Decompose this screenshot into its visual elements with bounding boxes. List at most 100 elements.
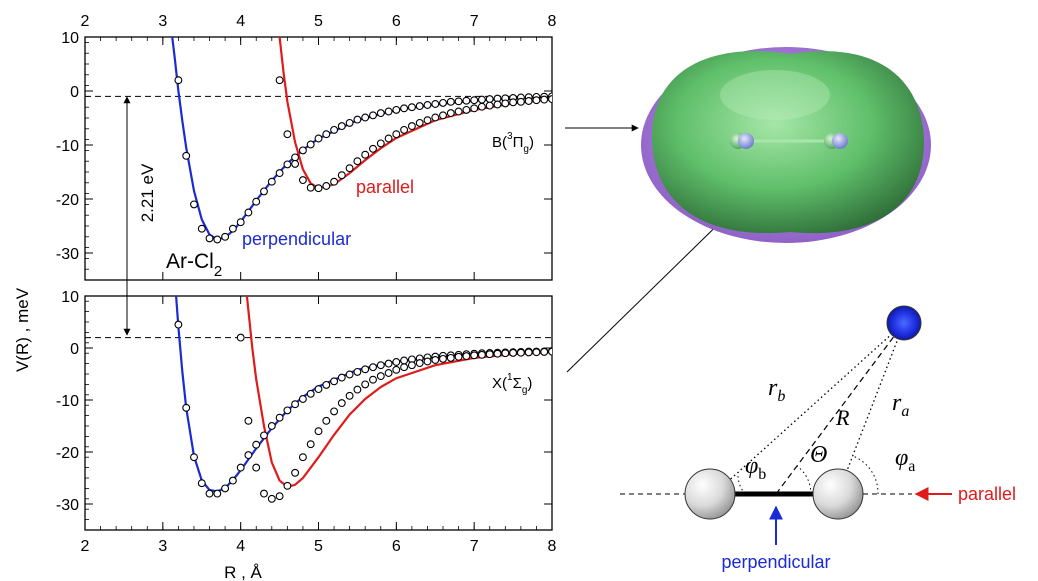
parallel-series-label: parallel [356,177,414,197]
upper-data-point [407,103,416,112]
cl-atom-right-overlap [832,133,848,149]
lower-data-point [228,476,237,485]
perpendicular-direction-label: perpendicular [721,552,830,572]
lower-data-point [353,367,362,376]
lower-data-point [407,361,416,370]
ar-atom [886,305,922,341]
lower-parallel-curve [245,296,552,489]
x-axis-label: R , Å [224,563,262,581]
molecular-surface [641,47,931,243]
upper-data-point [330,125,339,134]
upper-ytick-label: -10 [56,138,79,155]
lower-data-point [291,400,300,409]
lower-data-point [298,453,307,462]
y-axis-label: V(R) , meV [13,287,32,372]
lower-data-point [369,375,377,384]
lower-data-point [415,359,424,368]
upper-ytick-label: -30 [56,246,79,263]
upper-ytick-label: 10 [61,30,79,47]
lower-ytick-label: -30 [56,497,79,514]
top-xtick-label: 8 [548,13,557,30]
upper-data-point [322,130,331,139]
upper-data-point [485,95,494,104]
surface-highlight [720,70,830,120]
lower-data-point [236,463,245,472]
lower-data-point [376,361,385,370]
upper-data-point [462,96,471,105]
lower-data-point [548,347,552,356]
upper-data-point [369,144,377,153]
theta-label: Θ [810,442,827,468]
rb-line [713,322,905,495]
upper-data-point [205,234,214,243]
upper-data-point [228,224,237,233]
upper-data-point [540,95,549,104]
upper-data-point [345,164,354,173]
lower-data-point [174,320,183,329]
lower-data-point [244,416,253,425]
upper-data-point [446,97,455,106]
upper-data-point [439,98,447,107]
upper-data-point [376,109,385,118]
upper-data-point [509,98,518,107]
upper-data-point [174,76,183,85]
lower-data-point [275,492,284,501]
upper-data-point [267,177,276,186]
lower-data-point [345,391,354,400]
lower-data-point [400,363,409,372]
upper-data-point [431,113,440,122]
upper-data-point [353,157,362,166]
upper-data-point [477,95,486,104]
upper-data-point [384,134,393,143]
upper-data-point [384,107,393,116]
bottom-xtick-label: 8 [548,538,557,555]
upper-data-point [213,235,222,244]
lower-data-point [477,350,486,359]
upper-data-point [182,151,191,160]
lower-data-point [337,373,346,382]
lower-data-point [493,349,502,358]
upper-data-point [221,232,230,241]
lower-data-point [439,354,447,363]
lower-data-point [213,489,222,498]
upper-data-point [361,113,370,122]
lower-data-point [267,494,276,503]
lower-data-point [330,377,339,386]
perpendicular-series-label: perpendicular [242,229,351,249]
lower-data-point [298,395,307,403]
upper-data-point [197,224,206,233]
upper-data-point [314,184,323,193]
upper-data-point [298,176,307,185]
upper-data-point [493,100,502,109]
lower-data-point [470,351,479,360]
upper-data-point [376,139,385,148]
upper-data-point [322,182,331,190]
parallel-direction-label: parallel [958,484,1016,504]
lower-data-point [345,370,354,379]
top-xtick-label: 5 [314,13,323,30]
lower-data-point [446,353,455,362]
upper-data-point [283,130,292,139]
lower-ytick-label: -10 [56,393,79,410]
lower-data-point [454,352,463,361]
lower-data-point [485,350,494,359]
bottom-xtick-label: 6 [392,538,401,555]
lower-data-point [236,333,245,342]
upper-data-point [275,76,284,85]
upper-data-point [407,122,416,131]
upper-data-point [548,95,552,104]
upper-data-point [423,101,432,109]
lower-data-point [400,356,409,365]
lower-data-point [267,422,276,430]
lower-ytick-label: 0 [70,341,79,358]
upper-data-point [298,146,307,155]
upper-data-point [306,140,315,149]
lower-data-point [337,399,346,408]
phi-b-label: φb [745,453,766,483]
state-b-label: B(3Πg) [492,131,534,155]
upper-data-point [236,218,245,227]
bottom-xtick-label: 3 [158,538,167,555]
lower-data-point [190,453,198,462]
upper-data-point [252,197,261,206]
